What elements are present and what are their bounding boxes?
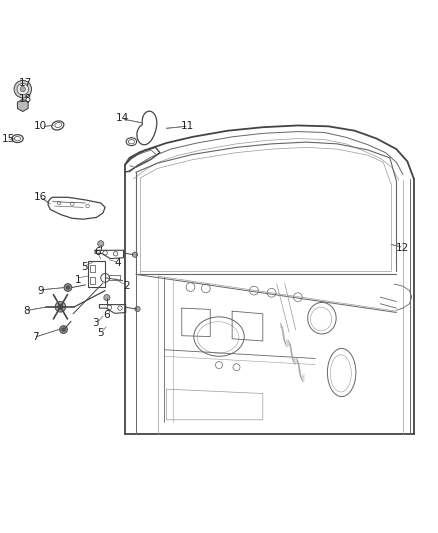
- Circle shape: [98, 241, 104, 247]
- Circle shape: [20, 86, 25, 92]
- Bar: [109, 275, 120, 280]
- Text: 12: 12: [396, 243, 409, 253]
- Text: 18: 18: [19, 94, 32, 104]
- Circle shape: [55, 302, 66, 312]
- Polygon shape: [18, 99, 28, 111]
- Bar: [90, 277, 95, 284]
- Circle shape: [20, 102, 26, 108]
- Text: 16: 16: [34, 192, 47, 203]
- Bar: [90, 265, 95, 272]
- Text: 5: 5: [81, 262, 88, 272]
- Text: 17: 17: [19, 77, 32, 87]
- Text: 7: 7: [32, 333, 39, 343]
- Text: 5: 5: [97, 328, 104, 338]
- Circle shape: [135, 306, 140, 312]
- Text: 15: 15: [2, 134, 15, 144]
- Circle shape: [62, 328, 65, 332]
- Circle shape: [14, 80, 32, 98]
- Circle shape: [17, 84, 28, 95]
- Text: 6: 6: [94, 247, 101, 257]
- Circle shape: [66, 286, 70, 289]
- Text: 10: 10: [34, 122, 47, 131]
- Circle shape: [58, 304, 63, 310]
- Text: 3: 3: [92, 318, 99, 328]
- Text: 8: 8: [23, 306, 30, 316]
- Text: 6: 6: [103, 310, 110, 320]
- Circle shape: [104, 295, 110, 301]
- Text: 1: 1: [74, 274, 81, 285]
- Circle shape: [60, 326, 67, 334]
- Circle shape: [132, 252, 138, 257]
- Text: 11: 11: [181, 122, 194, 131]
- Bar: [88, 261, 105, 287]
- Text: 9: 9: [37, 286, 44, 296]
- Text: 4: 4: [114, 258, 121, 268]
- Text: 14: 14: [116, 114, 129, 124]
- Circle shape: [64, 284, 72, 292]
- Text: 2: 2: [124, 281, 131, 291]
